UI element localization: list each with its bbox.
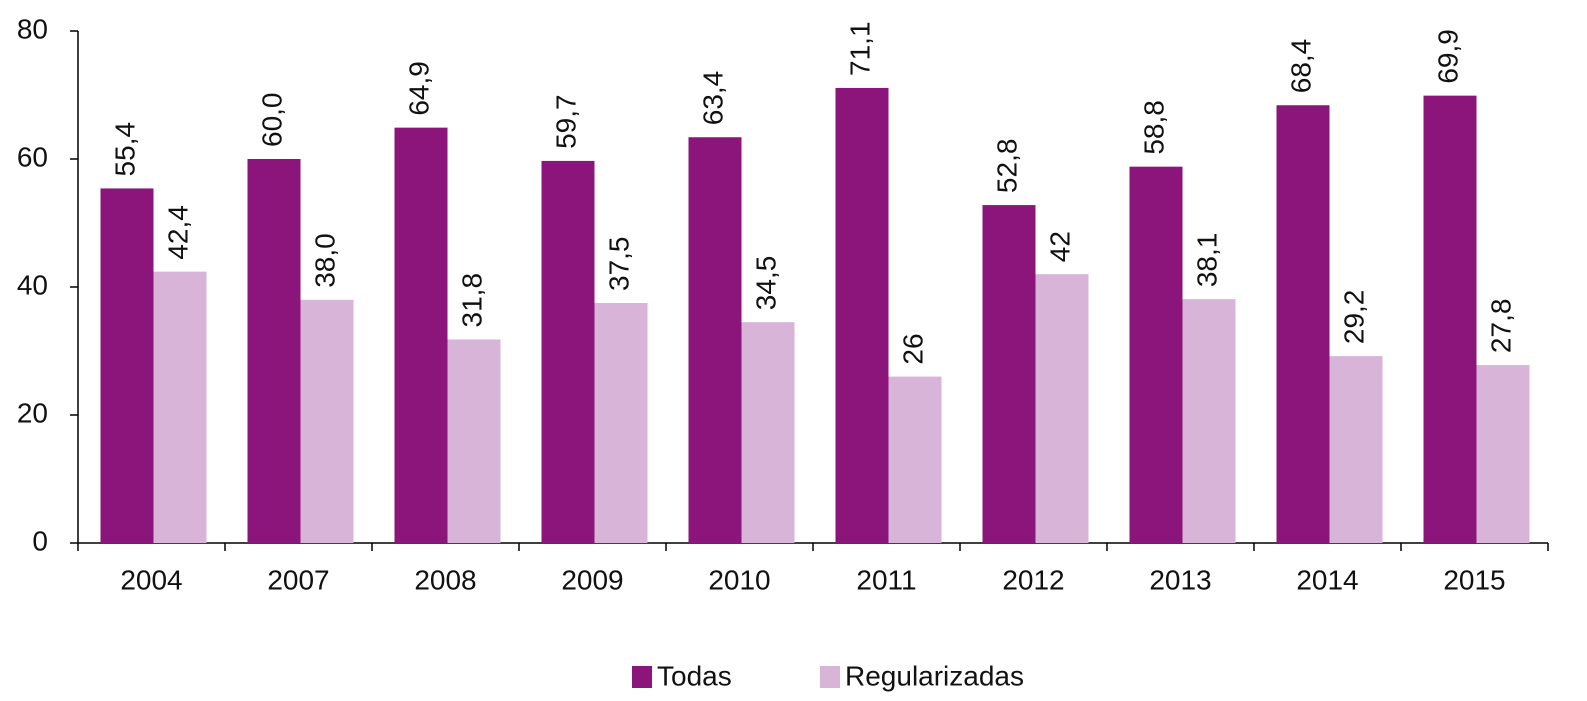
y-tick-label: 20 — [17, 397, 48, 428]
bar — [447, 339, 501, 543]
bar — [741, 322, 795, 543]
x-tick-label: 2010 — [708, 564, 770, 595]
bar — [247, 159, 301, 543]
bar — [300, 299, 354, 543]
legend-label: Todas — [657, 660, 732, 691]
bar — [1329, 356, 1383, 543]
bar — [541, 160, 595, 544]
bar — [394, 127, 448, 543]
bar — [153, 271, 207, 543]
value-label: 26 — [897, 333, 928, 364]
x-tick-label: 2015 — [1443, 564, 1505, 595]
value-label: 60,0 — [256, 93, 287, 148]
legend-label: Regularizadas — [845, 660, 1024, 691]
value-label: 37,5 — [603, 237, 634, 292]
x-tick-label: 2014 — [1296, 564, 1358, 595]
value-label: 38,0 — [309, 233, 340, 288]
bar — [1129, 166, 1183, 543]
y-tick-label: 0 — [32, 525, 48, 556]
value-label: 55,4 — [109, 122, 140, 177]
x-tick-label: 2011 — [856, 564, 916, 595]
bar — [594, 303, 648, 543]
bar — [888, 376, 942, 543]
x-tick-label: 2013 — [1149, 564, 1211, 595]
value-label: 42 — [1044, 231, 1075, 262]
y-tick-label: 80 — [17, 13, 48, 44]
bar — [100, 188, 154, 543]
value-label: 58,8 — [1138, 100, 1169, 155]
value-label: 29,2 — [1338, 290, 1369, 345]
bar — [688, 137, 742, 544]
bar — [982, 205, 1036, 543]
bar — [1423, 95, 1477, 543]
value-label: 52,8 — [991, 139, 1022, 194]
value-label: 63,4 — [697, 71, 728, 126]
x-tick-label: 2008 — [414, 564, 476, 595]
legend-swatch — [820, 666, 840, 688]
value-label: 38,1 — [1191, 233, 1222, 288]
legend-swatch — [632, 666, 652, 688]
bar — [1035, 274, 1089, 543]
value-label: 71,1 — [844, 21, 875, 76]
value-label: 42,4 — [162, 205, 193, 260]
value-label: 27,8 — [1485, 299, 1516, 354]
bar — [1476, 365, 1530, 543]
x-tick-label: 2007 — [267, 564, 329, 595]
value-label: 34,5 — [750, 256, 781, 311]
x-tick-label: 2009 — [561, 564, 623, 595]
y-tick-label: 40 — [17, 269, 48, 300]
value-label: 68,4 — [1285, 39, 1316, 94]
y-tick-label: 60 — [17, 141, 48, 172]
bar — [1276, 105, 1330, 544]
value-label: 31,8 — [456, 273, 487, 328]
value-label: 59,7 — [550, 94, 581, 149]
bar — [835, 87, 889, 544]
x-tick-label: 2004 — [120, 564, 182, 595]
value-label: 64,9 — [403, 61, 434, 116]
bar — [1182, 299, 1236, 543]
x-tick-label: 2012 — [1002, 564, 1064, 595]
value-label: 69,9 — [1432, 29, 1463, 84]
